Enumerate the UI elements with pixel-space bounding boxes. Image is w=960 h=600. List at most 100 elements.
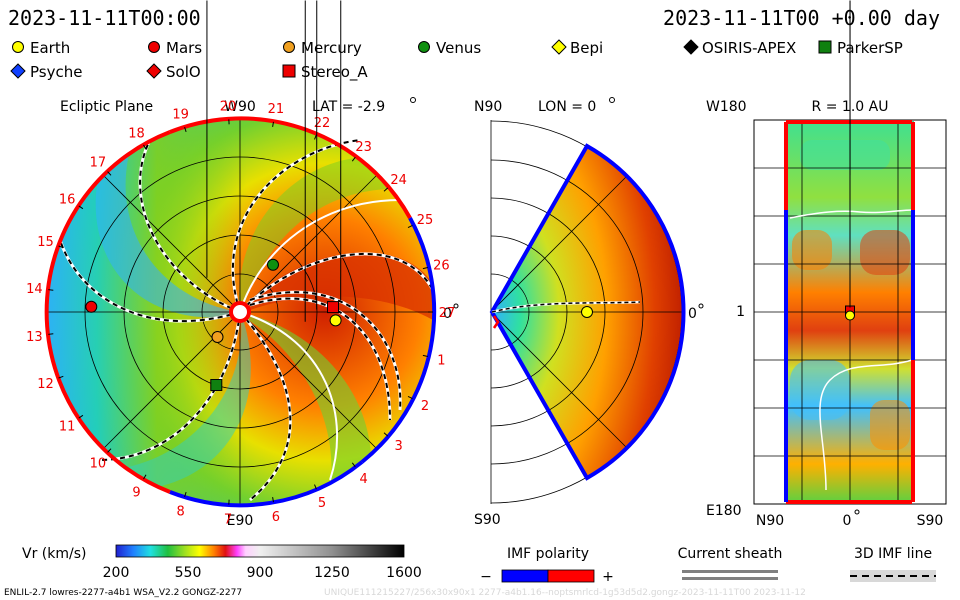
imf-plus-label: + (602, 569, 614, 585)
carrington-tick-label: 6 (272, 510, 280, 525)
carrington-tick-mark (407, 395, 413, 400)
earth-marker (581, 306, 593, 318)
bepi-marker-icon (551, 39, 567, 55)
carrington-tick-label: 10 (90, 457, 107, 472)
shell-e180-label: E180 (706, 503, 742, 519)
shell-mid-label: 1 (736, 304, 745, 320)
osiris-apex-marker-icon (683, 39, 699, 55)
carrington-tick-mark (107, 171, 112, 176)
legend-item-mercury: Mercury (283, 39, 362, 57)
shell-w180-label: W180 (706, 99, 747, 115)
imf-line-legend: 3D IMF line (850, 546, 936, 582)
carrington-tick-label: 25 (417, 213, 434, 228)
degree-symbol-icon (410, 97, 416, 103)
carrington-tick-label: 7 (224, 513, 232, 528)
ecliptic-lat-label: LAT = -2.9 (312, 99, 385, 115)
mars-marker (85, 300, 98, 313)
legend-item-parkersp: ParkerSP (818, 39, 903, 57)
carrington-tick-label: 5 (318, 496, 326, 511)
carrington-tick-mark (184, 491, 187, 498)
carrington-tick-mark (78, 205, 84, 210)
carrington-tick-label: 11 (59, 420, 76, 435)
object-legend: Earth Mars Mercury Venus Bepi OSIRIS-APE… (10, 39, 903, 82)
stereo-a-marker-icon (282, 64, 296, 78)
legend-item-bepi: Bepi (551, 39, 603, 57)
carrington-tick-mark (78, 414, 84, 419)
shell-objects (845, 0, 855, 321)
earth-marker (845, 310, 855, 321)
carrington-tick-mark (422, 354, 428, 357)
carrington-tick-label: 23 (355, 140, 372, 155)
degree-symbol-icon (854, 509, 860, 515)
svg-text:Bepi: Bepi (570, 39, 603, 57)
ecliptic-e90-label: E90 (227, 513, 254, 529)
current-sheath-label: Current sheath (678, 546, 783, 562)
carrington-tick-mark (272, 497, 274, 503)
velocity-colorbar: Vr (km/s) 200 550 900 1250 1600 (22, 544, 422, 581)
shell-s90-tick: S90 (917, 513, 944, 529)
svg-text:Stereo_A: Stereo_A (301, 63, 368, 82)
legend-item-venus: Venus (418, 39, 481, 57)
header-time-left: 2023-11-11T00:00 (8, 6, 201, 30)
carrington-tick-label: 9 (132, 485, 140, 500)
carrington-tick-label: 13 (26, 330, 43, 345)
carrington-tick-mark (383, 432, 389, 437)
header-time-right: 2023-11-11T00 +0.00 day (663, 6, 940, 30)
venus-marker (267, 258, 279, 271)
carrington-tick-label: 4 (359, 472, 367, 487)
sun-icon (229, 301, 251, 323)
imf-line-label: 3D IMF line (854, 546, 932, 562)
imf-polarity-legend: IMF polarity − + (480, 546, 614, 585)
meridional-objects (581, 306, 593, 318)
svg-text:OSIRIS-APEX: OSIRIS-APEX (702, 39, 796, 57)
meridional-panel: N90 LON = 0 S90 0 (474, 97, 704, 528)
carrington-tick-mark (272, 121, 274, 127)
colorbar-tick: 200 (103, 565, 130, 581)
footer-model-info: ENLIL-2.7 lowres-2277-a4b1 WSA_V2.2 GONG… (4, 588, 242, 598)
meridional-lon-label: LON = 0 (538, 99, 596, 115)
ecliptic-title: Ecliptic Plane (60, 99, 153, 115)
carrington-tick-label: 24 (390, 173, 407, 188)
colorbar-tick: 1250 (314, 565, 350, 581)
carrington-tick-label: 21 (268, 102, 285, 117)
colorbar-gradient (115, 544, 405, 558)
svg-text:Venus: Venus (436, 39, 481, 57)
carrington-tick-label: 26 (433, 258, 450, 273)
stereo-a-marker (327, 301, 339, 314)
degree-symbol-icon (609, 97, 615, 103)
svg-text:ParkerSP: ParkerSP (837, 39, 903, 57)
current-sheath-legend: Current sheath (678, 546, 783, 580)
meridional-s90-label: S90 (474, 512, 501, 528)
carrington-tick-label: 8 (176, 504, 184, 519)
svg-text:SolO: SolO (166, 63, 201, 81)
svg-text:Mars: Mars (166, 39, 202, 57)
carrington-tick-mark (143, 474, 147, 480)
carrington-tick-label: 22 (314, 116, 331, 131)
solo-marker-icon (146, 63, 162, 79)
carrington-tick-mark (58, 375, 64, 379)
legend-item-earth: Earth (12, 39, 70, 57)
carrington-tick-mark (351, 156, 356, 162)
carrington-tick-label: 2 (421, 399, 429, 414)
mercury-marker-icon (283, 41, 295, 53)
ecliptic-w90-label: W90 (224, 99, 256, 115)
degree-symbol-icon (453, 303, 459, 309)
carrington-tick-label: 17 (90, 155, 107, 170)
carrington-tick-mark (383, 187, 389, 192)
carrington-tick-mark (48, 333, 54, 335)
carrington-tick-mark (351, 462, 356, 468)
legend-item-psyche: Psyche (10, 63, 82, 81)
earth-marker-icon (12, 41, 24, 53)
meridional-polarity-edge (489, 143, 686, 481)
carrington-tick-mark (58, 245, 64, 249)
legend-item-osiris-apex: OSIRIS-APEX (683, 39, 796, 57)
mars-marker-icon (148, 41, 160, 53)
colorbar-label: Vr (km/s) (22, 546, 86, 562)
shell-polarity-edges (784, 120, 915, 504)
colorbar-tick: 550 (175, 565, 202, 581)
carrington-tick-mark (143, 144, 147, 150)
ecliptic-zero-label: 0 (443, 306, 452, 322)
ecliptic-grid (47, 119, 433, 505)
carrington-tick-label: 14 (26, 282, 43, 297)
carrington-tick-mark (314, 134, 317, 140)
